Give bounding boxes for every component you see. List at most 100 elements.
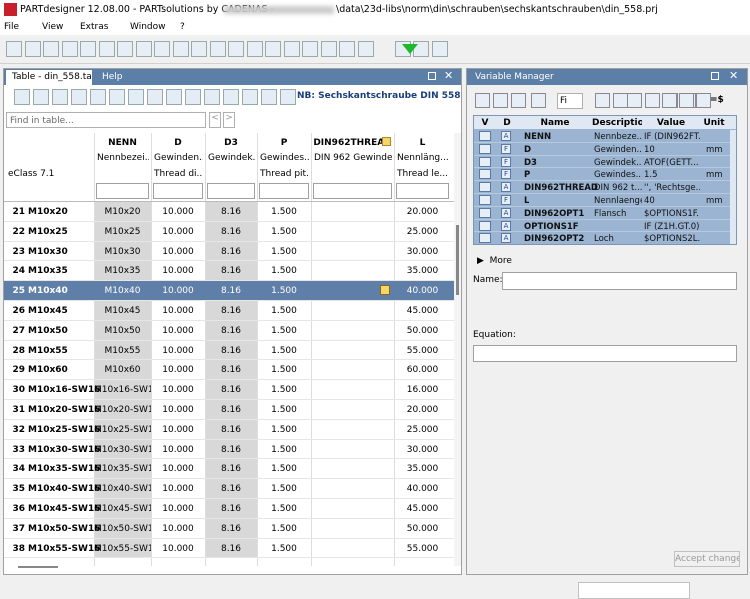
column-header[interactable]: Description (592, 118, 642, 128)
menu-item[interactable]: Window (130, 22, 166, 32)
filter-input[interactable] (259, 183, 309, 199)
float-button[interactable] (428, 72, 436, 80)
table-row[interactable]: 36M10x45-SW16M10x45-SW1610.0008.161.5004… (4, 499, 454, 519)
toolbar-button[interactable] (185, 89, 201, 105)
toolbar-button[interactable] (43, 41, 59, 57)
variable-row[interactable]: F D3 Gewindek... ATOF(GETT... (474, 156, 730, 169)
v-scrollbar[interactable] (730, 130, 736, 244)
table-row[interactable]: 34M10x35-SW16M10x35-SW1610.0008.161.5003… (4, 459, 454, 480)
filter-input[interactable] (207, 183, 255, 199)
column-header[interactable]: L (419, 138, 426, 148)
tab[interactable]: Help (102, 72, 123, 82)
toolbar-button[interactable] (14, 89, 30, 105)
column-header[interactable]: Name (540, 118, 570, 128)
menu-item[interactable]: View (42, 22, 64, 32)
filter-input[interactable] (153, 183, 203, 199)
column-header[interactable]: NENN (108, 138, 137, 148)
toolbar-button[interactable] (209, 41, 226, 57)
table-row[interactable]: 38M10x55-SW16M10x55-SW1610.0008.161.5005… (4, 539, 454, 559)
toolbar-button[interactable] (98, 41, 115, 57)
filter-input[interactable] (396, 183, 449, 199)
filter-input[interactable] (313, 183, 392, 199)
accept-button[interactable]: Accept changes (674, 551, 740, 567)
toolbar-button[interactable] (135, 41, 152, 57)
table-row[interactable]: 35M10x40-SW16M10x40-SW1610.0008.161.5004… (4, 479, 454, 499)
variable-row[interactable]: A DIN962OPT1 Flansch $OPTIONS1F. (474, 207, 730, 220)
table-row[interactable]: 24 M10x35 M10x35 10.000 8.16 1.500 35.000 (4, 261, 454, 282)
v-scrollbar[interactable] (454, 133, 461, 566)
table-row[interactable]: 32M10x25-SW16M10x25-SW1610.0008.161.5002… (4, 420, 454, 440)
equation-input[interactable] (473, 345, 737, 362)
column-header[interactable]: DIN962THREAD (313, 138, 392, 148)
table-row[interactable]: 29 M10x60 M10x60 10.000 8.16 1.500 60.000 (4, 360, 454, 381)
toolbar-button[interactable] (696, 93, 711, 108)
column-header[interactable]: Unit (703, 118, 725, 128)
table-row[interactable]: 26 M10x45 M10x45 10.000 8.16 1.500 45.000 (4, 301, 454, 321)
toolbar-button[interactable] (283, 41, 300, 57)
toolbar-button[interactable] (172, 41, 189, 57)
variable-row[interactable]: F P Gewindes... 1.5 mm (474, 168, 730, 182)
column-header[interactable]: D (174, 138, 182, 148)
toolbar-button[interactable] (511, 93, 526, 108)
tab[interactable]: Table - din_558.tac (6, 70, 92, 85)
table-row[interactable]: 22 M10x25 M10x25 10.000 8.16 1.500 25.000 (4, 222, 454, 242)
float-button[interactable] (711, 72, 719, 80)
menu-item[interactable]: Extras (80, 22, 109, 32)
assign-button[interactable]: A=$ (703, 95, 724, 105)
toolbar-button[interactable] (246, 41, 263, 57)
toolbar-button[interactable] (475, 93, 490, 108)
table-row[interactable]: 23 M10x30 M10x30 10.000 8.16 1.500 30.000 (4, 242, 454, 262)
toolbar-button[interactable] (613, 93, 628, 108)
toolbar-button[interactable] (402, 44, 418, 54)
toolbar-button[interactable] (627, 93, 642, 108)
toolbar-button[interactable] (339, 41, 355, 57)
table-row[interactable]: 25 M10x40 M10x40 10.000 8.16 1.500 40.000 (4, 281, 454, 301)
table-row[interactable]: 30M10x16-SW16M10x16-SW1610.0008.161.5001… (4, 380, 454, 400)
toolbar-button[interactable] (147, 89, 163, 105)
variable-row[interactable]: A OPTIONS1F IF (Z1H.GT.0)... (474, 220, 730, 233)
toolbar-button[interactable] (493, 93, 508, 108)
search-prev[interactable]: < (209, 112, 221, 128)
toolbar-button[interactable] (80, 41, 96, 57)
more-toggle[interactable]: ▶ More (477, 256, 512, 266)
toolbar-button[interactable] (280, 89, 296, 105)
menu-item[interactable]: File (4, 22, 20, 32)
table-row[interactable]: 31M10x20-SW16M10x20-SW1610.0008.161.5002… (4, 400, 454, 420)
toolbar-button[interactable] (595, 93, 610, 108)
toolbar-button[interactable] (320, 41, 337, 57)
variable-row[interactable]: A NENN Nennbeze... IF (DIN962FT... (474, 130, 730, 143)
toolbar-button[interactable] (645, 93, 660, 108)
search-input[interactable]: Find in table... (6, 112, 206, 128)
toolbar-button[interactable] (431, 41, 448, 57)
toolbar-button[interactable] (265, 41, 281, 57)
close-button[interactable]: ✕ (444, 69, 454, 82)
toolbar-button[interactable] (166, 89, 182, 105)
variable-row[interactable]: F L Nennlaenge 40 mm (474, 194, 730, 207)
toolbar-button[interactable] (90, 89, 106, 105)
filter-input[interactable]: Fi (557, 93, 583, 109)
toolbar-button[interactable] (531, 93, 546, 108)
variable-row[interactable]: A DIN962OPT2 Loch $OPTIONS2L. (474, 232, 730, 244)
toolbar-button[interactable] (679, 93, 694, 108)
table-row[interactable]: 21 M10x20 M10x20 10.000 8.16 1.500 20.000 (4, 202, 454, 222)
toolbar-button[interactable] (204, 89, 220, 105)
toolbar-button[interactable] (6, 41, 22, 57)
table-row[interactable]: 37M10x50-SW16M10x50-SW1610.0008.161.5005… (4, 519, 454, 539)
toolbar-button[interactable] (71, 89, 87, 105)
name-input[interactable] (502, 272, 737, 290)
toolbar-button[interactable] (228, 41, 244, 57)
toolbar-button[interactable] (52, 89, 68, 105)
column-header[interactable]: D (503, 118, 511, 128)
toolbar-button[interactable] (154, 41, 170, 57)
column-header[interactable]: V (481, 118, 489, 128)
toolbar-button[interactable] (128, 89, 144, 105)
toolbar-button[interactable] (302, 41, 318, 57)
toolbar-button[interactable] (117, 41, 133, 57)
toolbar-button[interactable] (33, 89, 49, 105)
close-button[interactable]: ✕ (729, 69, 739, 82)
toolbar-button[interactable] (242, 89, 258, 105)
toolbar-button[interactable] (662, 93, 677, 108)
menu-item[interactable]: ? (180, 22, 185, 32)
h-scrollbar[interactable] (18, 566, 58, 568)
table-row[interactable]: 27 M10x50 M10x50 10.000 8.16 1.500 50.000 (4, 321, 454, 341)
